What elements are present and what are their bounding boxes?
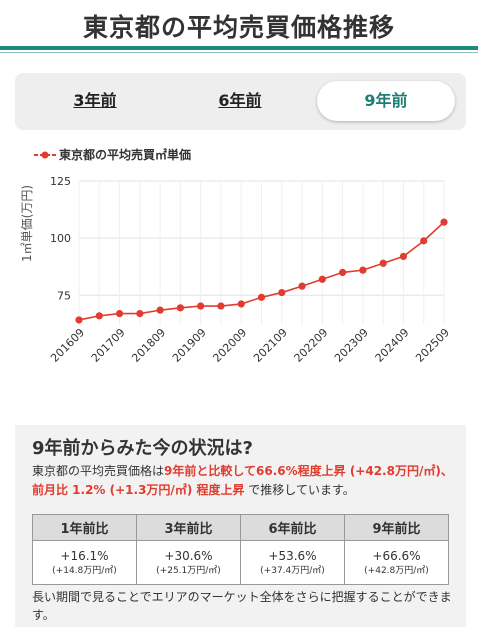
data-point bbox=[176, 304, 184, 312]
data-point bbox=[197, 302, 205, 310]
x-tick-label: 201709 bbox=[89, 326, 128, 365]
cell-9yr: +66.6% (+42.8万円/㎡) bbox=[344, 540, 449, 585]
data-point bbox=[318, 275, 326, 283]
data-point bbox=[75, 316, 83, 324]
period-tabs: 3年前 6年前 9年前 bbox=[15, 73, 466, 130]
x-tick-label: 201809 bbox=[129, 326, 168, 365]
cell-1yr: +16.1% (+14.8万円/㎡) bbox=[32, 540, 137, 585]
tab-3-years[interactable]: 3年前 bbox=[73, 91, 117, 110]
data-point bbox=[237, 300, 245, 308]
comparison-table: 1年前比 3年前比 6年前比 9年前比 +16.1% (+14.8万円/㎡) +3… bbox=[32, 514, 449, 585]
page-title: 東京都の平均売買価格推移 bbox=[82, 13, 395, 42]
x-tick-label: 202209 bbox=[292, 326, 331, 365]
header-1yr: 1年前比 bbox=[32, 514, 137, 541]
x-tick-label: 202409 bbox=[373, 326, 412, 365]
data-point bbox=[420, 237, 428, 245]
tab-9-years[interactable]: 9年前 bbox=[317, 81, 455, 121]
status-note: 長い期間で見ることでエリアのマーケット全体をさらに把握することができます。 bbox=[32, 590, 452, 622]
data-point bbox=[359, 266, 367, 274]
data-point bbox=[278, 288, 286, 297]
x-tick-label: 202109 bbox=[251, 326, 290, 365]
cell-3yr: +30.6% (+25.1万円/㎡) bbox=[136, 540, 241, 585]
x-tick-label: 202309 bbox=[332, 326, 371, 365]
y-tick-label: 75 bbox=[57, 289, 71, 302]
data-point bbox=[257, 293, 266, 301]
data-point bbox=[136, 309, 144, 318]
table-row: +16.1% (+14.8万円/㎡) +30.6% (+25.1万円/㎡) +53.… bbox=[32, 540, 449, 585]
header-9yr: 9年前比 bbox=[344, 514, 449, 541]
status-description: 東京都の平均売買価格は9年前と比較して66.6%程度上昇 (+42.8万円/㎡)… bbox=[32, 464, 453, 497]
legend-label: 東京都の平均売買㎡単価 bbox=[59, 148, 192, 162]
y-tick-label: 100 bbox=[50, 232, 71, 245]
data-point bbox=[156, 306, 164, 314]
data-point bbox=[399, 252, 408, 261]
tab-6-years[interactable]: 6年前 bbox=[218, 91, 262, 110]
status-title: 9年前からみた今の状況は? bbox=[32, 438, 253, 459]
status-panel: 9年前からみた今の状況は? 東京都の平均売買価格は9年前と比較して66.6%程度… bbox=[15, 425, 466, 627]
data-point bbox=[339, 268, 347, 277]
highlight-monthly-change: 前月比 1.2% (+1.3万円/㎡) 程度上昇 bbox=[32, 483, 245, 497]
y-tick-label: 125 bbox=[50, 175, 71, 188]
x-tick-label: 201609 bbox=[48, 326, 87, 365]
data-point bbox=[115, 309, 124, 318]
data-point bbox=[379, 259, 387, 267]
title-underline-thin bbox=[0, 52, 478, 53]
data-point bbox=[95, 312, 103, 320]
data-point bbox=[440, 218, 448, 226]
title-underline bbox=[0, 46, 478, 50]
legend-line-marker-icon bbox=[34, 151, 56, 158]
x-tick-label: 201909 bbox=[170, 326, 209, 365]
highlight-9yr-change: 9年前と比較して66.6%程度上昇 (+42.8万円/㎡) bbox=[164, 464, 441, 478]
x-tick-label: 202009 bbox=[210, 326, 249, 365]
data-point bbox=[217, 302, 225, 310]
cell-6yr: +53.6% (+37.4万円/㎡) bbox=[240, 540, 345, 585]
chart-legend[interactable]: 東京都の平均売買㎡単価 bbox=[34, 146, 191, 162]
header-6yr: 6年前比 bbox=[240, 514, 345, 541]
header-3yr: 3年前比 bbox=[136, 514, 241, 541]
data-point bbox=[298, 282, 306, 290]
x-tick-label: 202509 bbox=[413, 326, 452, 365]
table-header-row: 1年前比 3年前比 6年前比 9年前比 bbox=[32, 514, 449, 541]
